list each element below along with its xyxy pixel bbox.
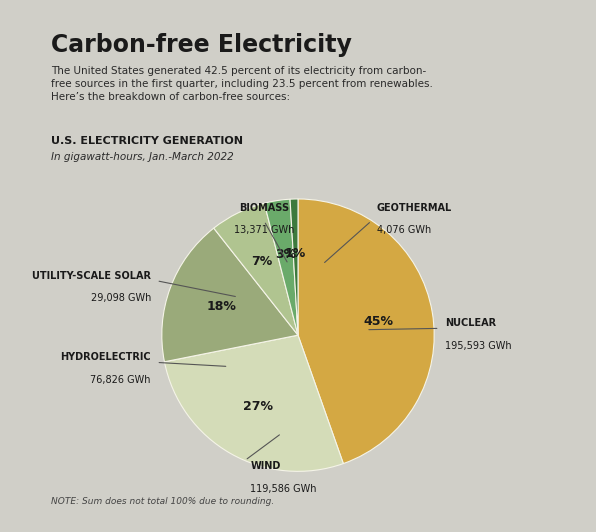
Text: 119,586 GWh: 119,586 GWh: [250, 484, 317, 494]
Text: 1%: 1%: [285, 247, 306, 260]
Wedge shape: [214, 203, 298, 335]
Text: UTILITY-SCALE SOLAR: UTILITY-SCALE SOLAR: [32, 271, 151, 281]
Text: In gigawatt-hours, Jan.-March 2022: In gigawatt-hours, Jan.-March 2022: [51, 152, 234, 162]
Text: The United States generated 42.5 percent of its electricity from carbon-
free so: The United States generated 42.5 percent…: [51, 66, 433, 102]
Text: WIND: WIND: [250, 461, 281, 471]
Text: 195,593 GWh: 195,593 GWh: [445, 340, 512, 351]
Text: 4,076 GWh: 4,076 GWh: [377, 225, 432, 235]
Text: 76,826 GWh: 76,826 GWh: [91, 375, 151, 385]
Text: 27%: 27%: [243, 400, 272, 413]
Wedge shape: [298, 199, 434, 463]
Text: 18%: 18%: [206, 301, 236, 313]
Text: NOTE: Sum does not total 100% due to rounding.: NOTE: Sum does not total 100% due to rou…: [51, 497, 275, 506]
Text: BIOMASS: BIOMASS: [239, 203, 289, 213]
Text: Carbon-free Electricity: Carbon-free Electricity: [51, 34, 352, 57]
Wedge shape: [164, 335, 343, 471]
Text: GEOTHERMAL: GEOTHERMAL: [377, 203, 452, 213]
Text: 29,098 GWh: 29,098 GWh: [91, 293, 151, 303]
Text: HYDROELECTRIC: HYDROELECTRIC: [60, 352, 151, 362]
Wedge shape: [290, 199, 298, 335]
Text: 3%: 3%: [275, 248, 296, 261]
Text: 45%: 45%: [364, 315, 393, 328]
Text: NUCLEAR: NUCLEAR: [445, 318, 496, 328]
Text: 13,371 GWh: 13,371 GWh: [234, 225, 294, 235]
Text: U.S. ELECTRICITY GENERATION: U.S. ELECTRICITY GENERATION: [51, 136, 243, 146]
Wedge shape: [264, 199, 298, 335]
Wedge shape: [162, 228, 298, 362]
Text: 7%: 7%: [251, 255, 272, 268]
